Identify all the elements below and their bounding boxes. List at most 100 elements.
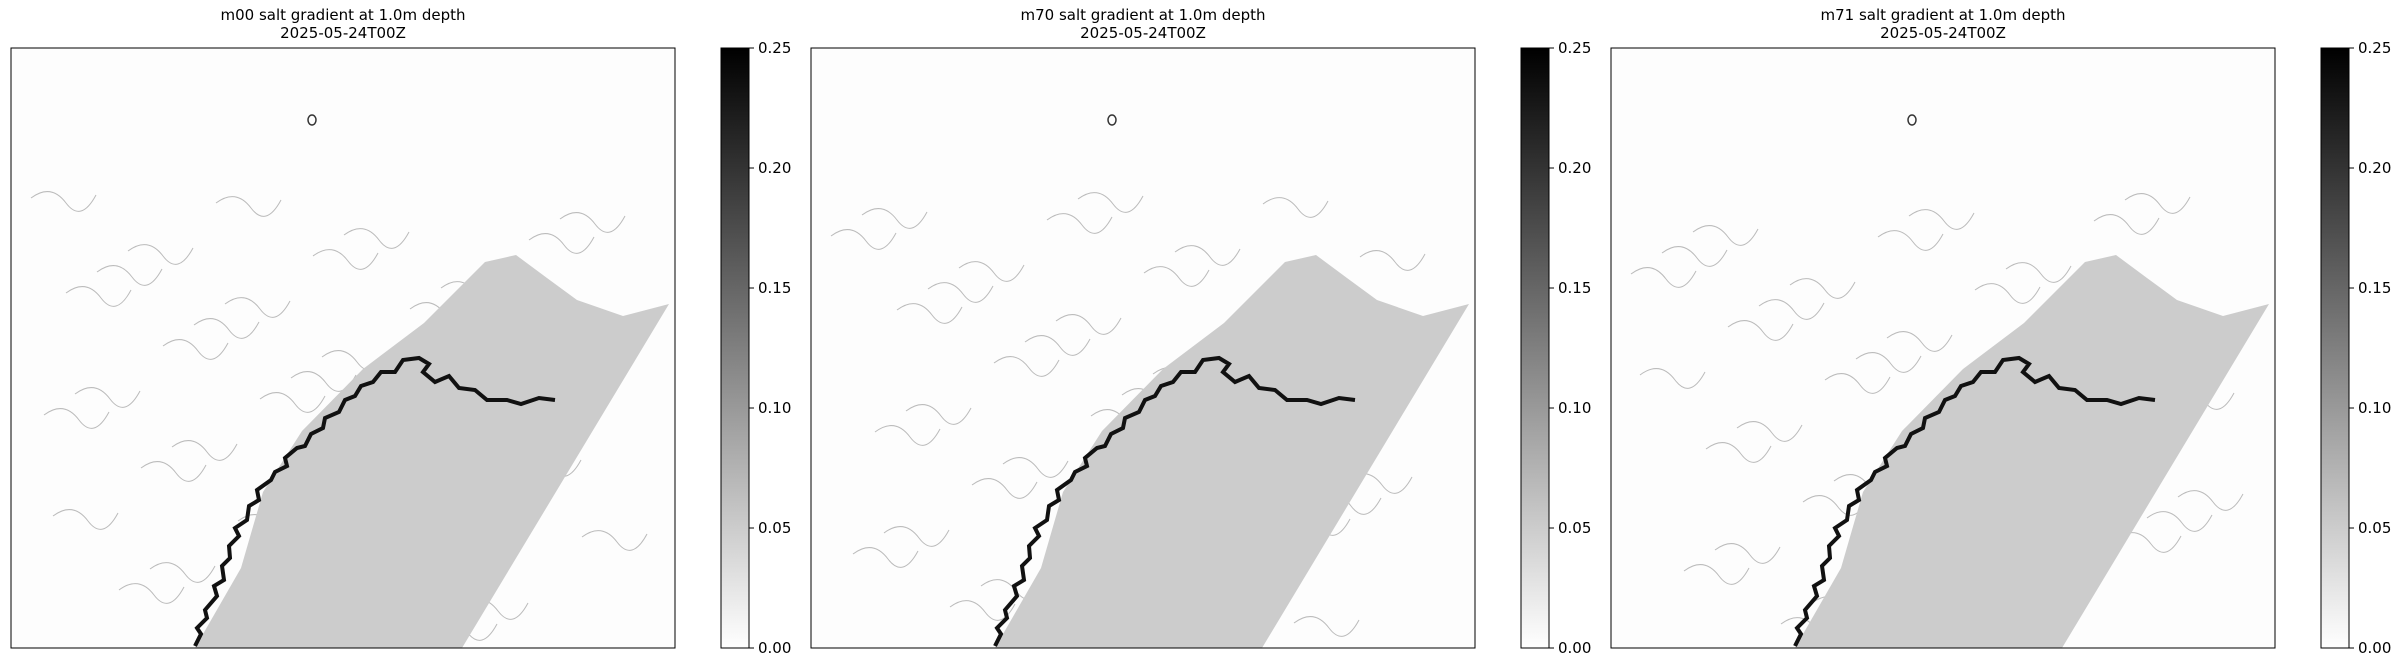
eddy bbox=[171, 440, 238, 461]
land bbox=[195, 255, 669, 648]
island bbox=[307, 114, 317, 126]
map bbox=[1610, 47, 2276, 649]
eddy bbox=[74, 387, 141, 408]
eddy bbox=[215, 196, 282, 217]
map-frame bbox=[1610, 47, 2276, 649]
map-frame bbox=[10, 47, 676, 649]
panel-subtitle: 2025-05-24T00Z bbox=[1880, 24, 2006, 42]
eddy bbox=[149, 562, 216, 583]
island bbox=[1907, 114, 1917, 126]
colorbar-tick-label: 0.10 bbox=[1558, 399, 1591, 417]
eddy bbox=[1024, 335, 1091, 356]
eddy bbox=[861, 208, 928, 229]
colorbar-tick-label: 0.25 bbox=[2358, 39, 2391, 57]
eddy bbox=[1002, 457, 1069, 478]
eddy bbox=[1789, 278, 1856, 299]
eddy bbox=[874, 425, 941, 446]
eddy bbox=[958, 261, 1025, 282]
eddy bbox=[1974, 283, 2041, 304]
eddy bbox=[1055, 314, 1122, 335]
eddy bbox=[1639, 368, 1706, 389]
panel-title: m71 salt gradient at 1.0m depth bbox=[1821, 6, 2066, 24]
colorbar-tick-label: 0.20 bbox=[758, 159, 791, 177]
eddy bbox=[905, 404, 972, 425]
land bbox=[995, 255, 1469, 648]
eddy bbox=[1855, 352, 1922, 373]
eddy bbox=[528, 233, 595, 254]
eddy bbox=[127, 244, 194, 265]
eddy bbox=[971, 478, 1038, 499]
eddy bbox=[1174, 245, 1241, 266]
panel: m71 salt gradient at 1.0m depth2025-05-2… bbox=[1610, 6, 2391, 657]
colorbar-tick-label: 0.00 bbox=[1558, 639, 1591, 657]
map-frame bbox=[810, 47, 1476, 649]
eddy bbox=[343, 228, 410, 249]
eddy bbox=[1143, 266, 1210, 287]
eddy bbox=[96, 265, 163, 286]
eddy bbox=[896, 303, 963, 324]
eddy bbox=[1661, 246, 1728, 267]
colorbar-tick-label: 0.15 bbox=[2358, 279, 2391, 297]
colorbar-tick-label: 0.05 bbox=[1558, 519, 1591, 537]
panel-title: m00 salt gradient at 1.0m depth bbox=[221, 6, 466, 24]
eddy bbox=[140, 461, 207, 482]
island bbox=[1107, 114, 1117, 126]
panel-subtitle: 2025-05-24T00Z bbox=[1080, 24, 1206, 42]
eddy bbox=[2124, 193, 2191, 214]
eddy bbox=[2146, 511, 2213, 532]
colorbar-tick-label: 0.05 bbox=[2358, 519, 2391, 537]
eddy bbox=[1877, 230, 1944, 251]
eddy bbox=[830, 229, 897, 250]
eddy bbox=[1727, 320, 1794, 341]
coastline bbox=[193, 355, 556, 647]
coastline bbox=[1793, 355, 2156, 647]
eddy bbox=[224, 297, 291, 318]
eddy bbox=[312, 249, 379, 270]
eddy bbox=[993, 356, 1060, 377]
eddy bbox=[1683, 564, 1750, 585]
colorbar-tick-label: 0.15 bbox=[758, 279, 791, 297]
colorbar-tick-label: 0.10 bbox=[2358, 399, 2391, 417]
eddy bbox=[43, 408, 110, 429]
eddy bbox=[1736, 421, 1803, 442]
eddy bbox=[1262, 197, 1329, 218]
colorbar-tick-label: 0.25 bbox=[758, 39, 791, 57]
eddy bbox=[193, 318, 260, 339]
eddy bbox=[259, 392, 326, 413]
eddy bbox=[1046, 213, 1113, 234]
colorbar-tick-label: 0.20 bbox=[2358, 159, 2391, 177]
colorbar bbox=[2320, 47, 2350, 649]
colorbar-tick-label: 0.20 bbox=[1558, 159, 1591, 177]
panel-subtitle: 2025-05-24T00Z bbox=[280, 24, 406, 42]
panel-title: m70 salt gradient at 1.0m depth bbox=[1021, 6, 1266, 24]
colorbar-tick-label: 0.00 bbox=[2358, 639, 2391, 657]
eddy bbox=[52, 509, 119, 530]
eddy bbox=[559, 212, 626, 233]
eddy bbox=[2005, 262, 2072, 283]
eddy bbox=[1692, 225, 1759, 246]
colorbar-tick-label: 0.05 bbox=[758, 519, 791, 537]
eddy bbox=[1714, 543, 1781, 564]
colorbar-tick-label: 0.10 bbox=[758, 399, 791, 417]
map bbox=[810, 47, 1476, 649]
eddy bbox=[1908, 209, 1975, 230]
eddy bbox=[927, 282, 994, 303]
colorbar-tick-label: 0.00 bbox=[758, 639, 791, 657]
colorbar-tick-label: 0.15 bbox=[1558, 279, 1591, 297]
eddy bbox=[1886, 331, 1953, 352]
eddy bbox=[883, 526, 950, 547]
colorbar-tick-label: 0.25 bbox=[1558, 39, 1591, 57]
eddy bbox=[162, 339, 229, 360]
eddy bbox=[118, 583, 185, 604]
eddy bbox=[1293, 616, 1360, 637]
coastline bbox=[993, 355, 1356, 647]
eddy bbox=[1359, 250, 1426, 271]
colorbar bbox=[1520, 47, 1550, 649]
eddy bbox=[30, 191, 97, 212]
eddy bbox=[1077, 192, 1144, 213]
eddy bbox=[1630, 267, 1697, 288]
eddy bbox=[65, 286, 132, 307]
eddy bbox=[852, 547, 919, 568]
eddy bbox=[2177, 490, 2244, 511]
